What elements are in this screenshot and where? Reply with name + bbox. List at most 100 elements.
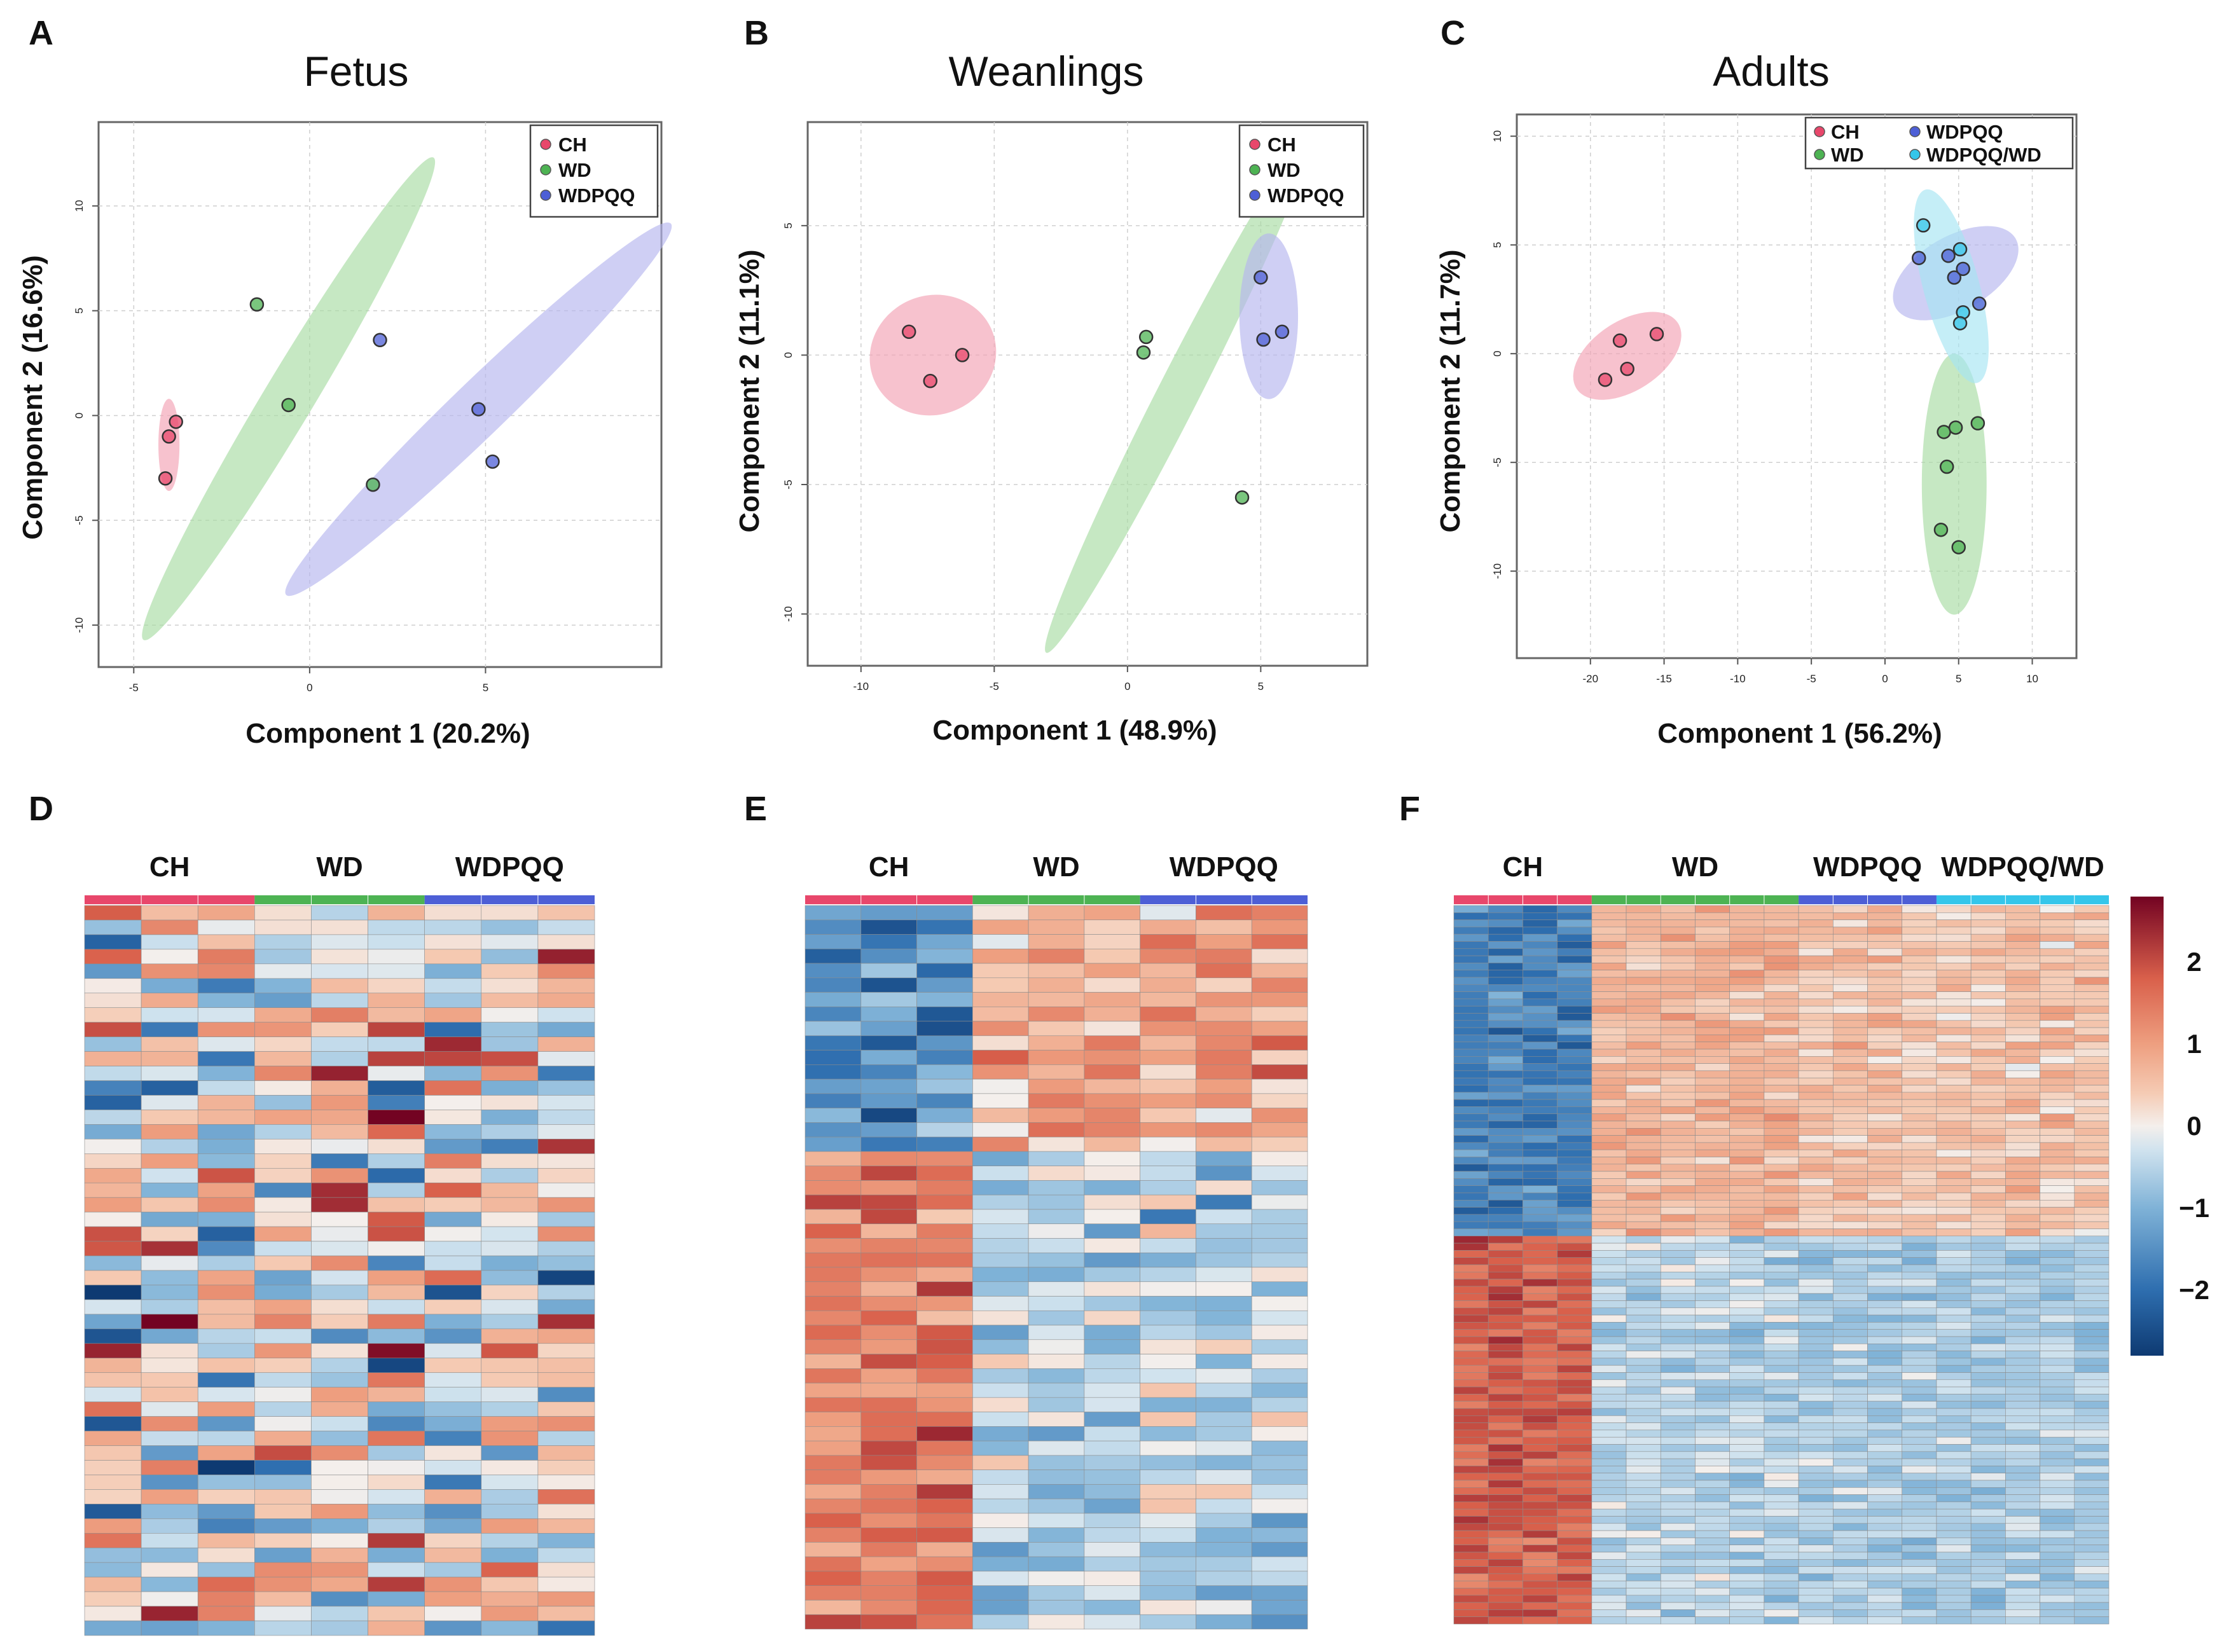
heatmap-cell <box>1196 1209 1252 1225</box>
heatmap-cell <box>2074 1429 2110 1438</box>
heatmap-cell <box>1626 1178 1661 1187</box>
heatmap-cell <box>1867 933 1903 942</box>
heatmap-cell <box>972 1209 1029 1225</box>
heatmap-cell <box>1936 1408 1972 1416</box>
heatmap-cell <box>1196 1368 1252 1384</box>
heatmap-cell <box>481 963 539 979</box>
heatmap-cell <box>311 1328 368 1344</box>
heatmap-cell <box>311 1401 368 1417</box>
heatmap-cell <box>1798 1135 1834 1143</box>
heatmap-cell <box>1867 1451 1903 1459</box>
heatmap-cell <box>1764 1185 1799 1194</box>
heatmap-cell <box>1591 1401 1627 1409</box>
heatmap-cell <box>2074 1559 2110 1567</box>
heatmap-cell <box>1626 1401 1661 1409</box>
heatmap-cell <box>254 1445 312 1461</box>
heatmap-cell <box>1729 1408 1765 1416</box>
heatmap-cell <box>1695 1200 1730 1208</box>
heatmap-cell <box>1626 1609 1661 1617</box>
heatmap-cell <box>1660 1128 1696 1136</box>
heatmap-cell <box>1084 1498 1140 1514</box>
heatmap-cell <box>1251 1007 1308 1022</box>
heatmap-cell <box>2040 1207 2075 1215</box>
heatmap-cell <box>1591 970 1627 978</box>
heatmap-cell <box>1523 1279 1557 1287</box>
heatmap-cell <box>1970 1538 2006 1545</box>
heatmap-cell <box>2040 1336 2075 1344</box>
heatmap-cell <box>1902 948 1937 956</box>
heatmap-cell <box>1764 1422 1799 1431</box>
y-axis-label-b: Component 2 (11.1%) <box>734 250 765 533</box>
heatmap-cell <box>1798 1005 1834 1014</box>
heatmap-cell <box>972 948 1029 964</box>
heatmap-cell <box>1695 1027 1730 1035</box>
heatmap-cell <box>1488 991 1523 1000</box>
heatmap-cell <box>2074 1049 2110 1057</box>
heatmap-cell <box>197 1562 255 1578</box>
heatmap-cell <box>1196 1267 1252 1283</box>
heatmap-cell <box>1970 1451 2006 1459</box>
heatmap-cell <box>1660 1077 1696 1085</box>
heatmap-cell <box>1833 1063 1868 1071</box>
heatmap-cell <box>1626 926 1661 935</box>
heatmap-cell <box>1488 1545 1523 1553</box>
heatmap-cell <box>1695 1336 1730 1344</box>
heatmap-cell <box>424 1182 482 1198</box>
heatmap-cell <box>2040 1293 2075 1301</box>
heatmap-cell <box>1557 1538 1592 1545</box>
heatmap-cell <box>1764 1516 1799 1524</box>
heatmap-cell <box>1626 1480 1661 1488</box>
heatmap-cell <box>1867 1128 1903 1136</box>
heatmap-cell <box>1453 1300 1489 1309</box>
heatmap-cell <box>1970 1501 2006 1510</box>
heatmap-cell <box>2074 1113 2110 1122</box>
heatmap-cell <box>1523 1444 1557 1452</box>
heatmap-cell <box>1557 1178 1592 1187</box>
heatmap-cell <box>1084 1122 1140 1138</box>
heatmap-cell <box>1936 1429 1972 1438</box>
heatmap-cell <box>1626 1494 1661 1503</box>
heatmap-cell <box>1251 1368 1308 1384</box>
heatmap-cell <box>141 1547 198 1563</box>
heatmap-cell <box>1833 1250 1868 1258</box>
data-point-wd <box>1948 420 1963 435</box>
heatmap-cell <box>481 1197 539 1213</box>
heatmap-cell <box>1591 912 1627 920</box>
heatmap-cell <box>1936 1516 1972 1524</box>
heatmap-cell <box>2005 955 2040 963</box>
legend-marker-wdpqq-wd <box>1909 149 1921 160</box>
heatmap-cell <box>1764 1142 1799 1150</box>
heatmap-cell <box>1798 1580 1834 1588</box>
heatmap-cell <box>2074 1329 2110 1337</box>
heatmap-cell <box>1028 1252 1085 1268</box>
heatmap-cell <box>2005 1602 2040 1610</box>
heatmap-cell <box>368 1343 425 1359</box>
heatmap-cell <box>1591 1386 1627 1394</box>
heatmap-cell <box>1833 955 1868 963</box>
heatmap-cell <box>1902 1157 1937 1165</box>
heatmap-cell <box>1660 1157 1696 1165</box>
heatmap-cell <box>1557 1351 1592 1359</box>
heatmap-cell <box>1488 1120 1523 1129</box>
heatmap-cell <box>84 1124 142 1139</box>
heatmap-cell <box>311 919 368 935</box>
heatmap-cell <box>1084 1513 1140 1528</box>
heatmap-cell <box>1764 1120 1799 1129</box>
heatmap-cell <box>1695 1092 1730 1100</box>
heatmap-cell <box>1729 1487 1765 1495</box>
heatmap-cell <box>1695 1207 1730 1215</box>
heatmap-cell <box>1764 1092 1799 1100</box>
group-label-ch: CH <box>869 851 909 883</box>
heatmap-cell <box>141 1387 198 1402</box>
heatmap-cell <box>1488 1408 1523 1416</box>
heatmap-cell <box>2040 1279 2075 1287</box>
heatmap-cell <box>1798 1487 1834 1495</box>
heatmap-cell <box>254 1518 312 1534</box>
heatmap-cell <box>84 1299 142 1315</box>
heatmap-cell <box>1591 1588 1627 1596</box>
heatmap-cell <box>1660 941 1696 949</box>
heatmap-cell <box>537 1241 595 1256</box>
heatmap-cell <box>1084 1571 1140 1587</box>
heatmap-cell <box>1798 1436 1834 1445</box>
heatmap-cell <box>1729 1609 1765 1617</box>
